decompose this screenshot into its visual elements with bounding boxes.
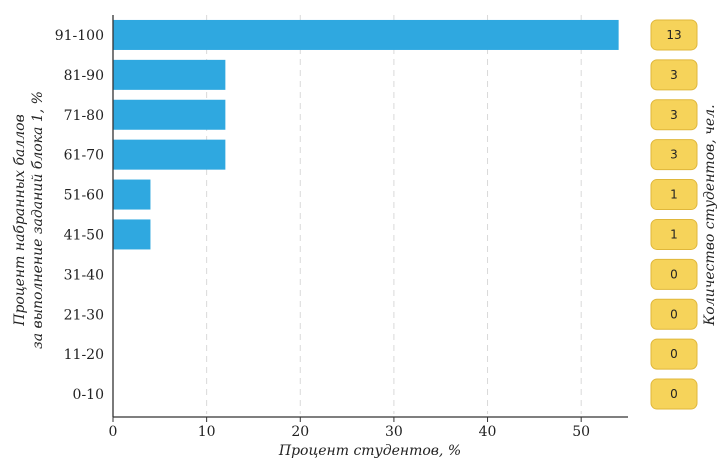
right-axis-title: Количество студентов, чел. [702,104,718,326]
y-tick-labels: 91-100 81-90 71-80 61-70 51-60 41-50 31-40 21-3… [55,28,104,403]
y-tick-label: 81-90 [64,68,104,84]
y-tick-label: 41-50 [64,227,104,243]
bar [113,59,226,90]
bar [113,179,151,210]
count-badge-label: 0 [670,267,678,281]
count-badge-box [650,338,698,370]
count-badge-box [650,179,698,211]
count-badge: 0 [650,298,698,330]
count-badge: 1 [650,218,698,250]
bars [113,19,619,250]
count-badge-box [650,218,698,250]
y-tick-label: 11-20 [64,347,104,363]
y-tick-label: 51-60 [64,188,104,204]
count-badge-box [650,298,698,330]
count-badges: 13 3 3 3 1 1 0 0 0 0 [650,19,698,410]
y-tick-label: 91-100 [55,28,104,44]
x-tick-label: 10 [198,424,216,440]
count-badge-box [650,99,698,131]
y-tick-label: 21-30 [64,307,104,323]
count-badge-label: 3 [670,108,678,122]
bar [113,219,151,250]
bar [113,19,619,50]
grid-lines [206,15,582,414]
x-tick-label: 0 [109,424,118,440]
bar [113,139,226,170]
count-badge-label: 3 [670,148,678,162]
count-badge-box [650,19,698,51]
count-badge-label: 0 [670,307,678,321]
y-axis-title-line2: за выполнение заданий блока 1, % [30,91,46,349]
count-badge: 0 [650,338,698,370]
count-badge-box [650,59,698,91]
count-badge-box [650,378,698,410]
y-tick-label: 71-80 [64,108,104,124]
count-badge: 13 [650,19,698,51]
count-badge-label: 1 [670,227,678,241]
count-badge-label: 13 [666,28,681,42]
count-badge-label: 0 [670,387,678,401]
count-badge: 3 [650,139,698,171]
x-tick-labels: 0 10 20 30 40 50 [109,417,590,440]
count-badge-label: 0 [670,347,678,361]
count-badge-box [650,258,698,290]
x-axis-title: Процент студентов, % [278,443,461,459]
count-badge: 3 [650,59,698,91]
y-axis-title: Процент набранных баллов за выполнение з… [12,91,46,349]
axes [112,15,628,418]
y-tick-label: 61-70 [64,148,104,164]
count-badge: 3 [650,99,698,131]
y-axis-title-line1: Процент набранных баллов [12,114,28,327]
count-badge-label: 1 [670,188,678,202]
count-badge-label: 3 [670,68,678,82]
bar [113,99,226,130]
count-badge-box [650,139,698,171]
count-badge: 0 [650,258,698,290]
x-tick-label: 50 [572,424,590,440]
x-tick-label: 40 [479,424,497,440]
count-badge: 0 [650,378,698,410]
x-tick-label: 30 [385,424,403,440]
y-tick-label: 31-40 [64,267,104,283]
y-tick-label: 0-10 [73,387,104,403]
x-tick-label: 20 [291,424,309,440]
count-badge: 1 [650,179,698,211]
